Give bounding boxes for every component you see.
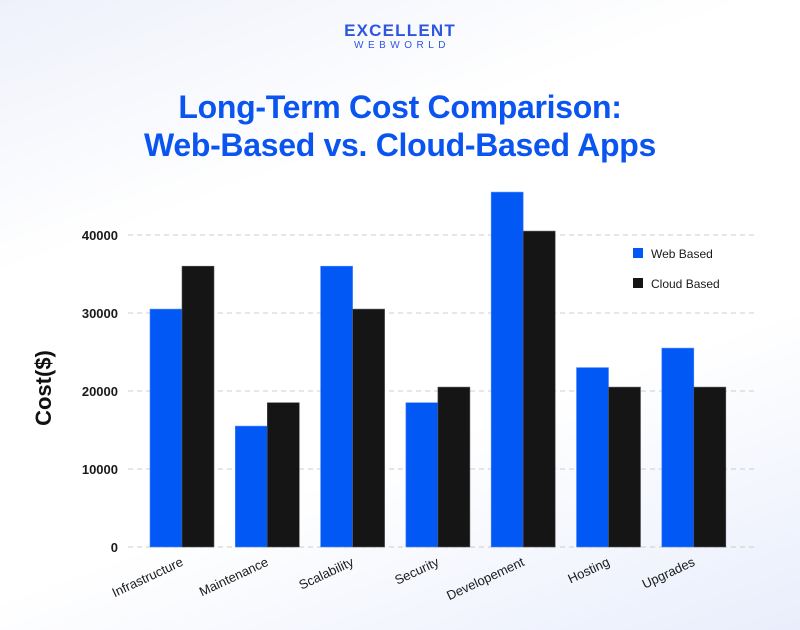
bar-cloud-based	[608, 386, 641, 548]
bar-web-based	[490, 191, 524, 548]
y-tick-label: 10000	[82, 462, 118, 477]
legend-label: Cloud Based	[651, 277, 720, 291]
bar-web-based	[661, 347, 695, 548]
y-tick-label: 20000	[82, 384, 118, 399]
legend-swatch-web-based	[633, 248, 643, 258]
y-tick-label: 40000	[82, 228, 118, 243]
y-tick-label: 30000	[82, 306, 118, 321]
bar-web-based	[576, 367, 609, 548]
bar-cloud-based	[352, 308, 385, 548]
bar-cloud-based	[522, 230, 556, 548]
chart-title-line-2: Web-Based vs. Cloud-Based Apps	[144, 127, 656, 163]
bar-web-based	[235, 425, 268, 548]
x-tick-label: Maintenance	[197, 554, 271, 599]
legend-swatch-cloud-based	[633, 278, 643, 288]
y-tick-label: 0	[111, 540, 118, 555]
legend-label: Web Based	[651, 247, 713, 261]
x-tick-label: Security	[392, 554, 441, 588]
x-tick-label: Hosting	[565, 554, 611, 586]
logo-line-1: EXCELLENT	[344, 21, 456, 40]
bar-web-based	[149, 308, 183, 548]
y-axis-label: Cost($)	[31, 350, 56, 426]
x-tick-label: Developement	[444, 554, 527, 603]
x-tick-label: Infrastructure	[110, 554, 186, 600]
logo-line-2: WEBWORLD	[354, 40, 450, 51]
brand-logo: EXCELLENT WEBWORLD	[0, 22, 800, 52]
bar-cloud-based	[437, 386, 471, 548]
bar-cloud-based	[693, 386, 727, 548]
bar-cloud-based	[181, 265, 215, 548]
chart-title-line-1: Long-Term Cost Comparison:	[178, 89, 622, 125]
x-tick-label: Scalability	[296, 554, 356, 593]
x-tick-label: Upgrades	[640, 554, 698, 592]
bar-web-based	[320, 265, 353, 548]
bar-web-based	[405, 402, 439, 548]
chart-title: Long-Term Cost Comparison: Web-Based vs.…	[0, 88, 800, 164]
bar-cloud-based	[266, 402, 300, 548]
